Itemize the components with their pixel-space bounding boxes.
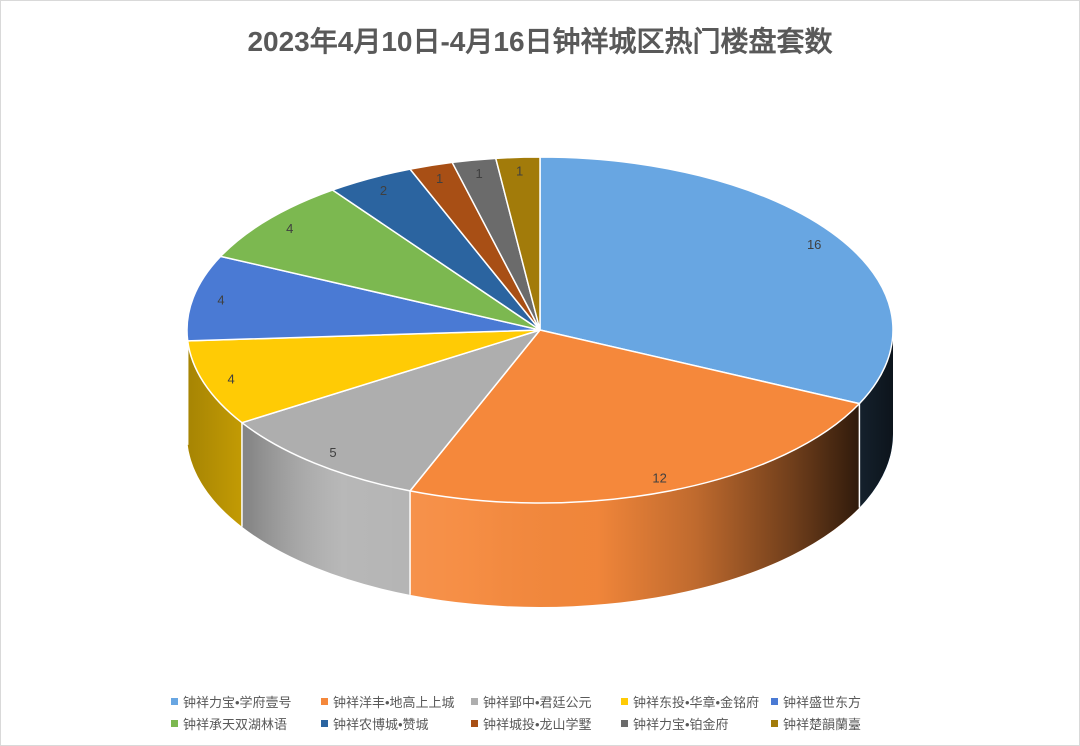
pie-slice-9[interactable]: [495, 156, 541, 331]
legend-label: 钟祥盛世东方: [783, 694, 862, 710]
legend-label: 钟祥郢中•君廷公元: [483, 694, 592, 710]
legend-swatch: [171, 719, 178, 727]
legend-label: 钟祥力宝•铂金府: [633, 716, 729, 732]
legend-swatch: [621, 697, 628, 705]
pie-slice-1[interactable]: [409, 329, 861, 504]
data-label-8: 1: [475, 166, 482, 181]
legend-swatch: [771, 719, 778, 727]
legend-item[interactable]: 钟祥洋丰•地高上上城: [321, 692, 455, 710]
data-label-2: 5: [329, 445, 336, 460]
legend-swatch: [771, 697, 778, 705]
side-shading: [187, 330, 893, 607]
legend-label: 钟祥东投•华章•金铭府: [633, 694, 760, 710]
legend-swatch: [621, 719, 628, 727]
legend-item[interactable]: 钟祥盛世东方: [771, 692, 861, 710]
legend-label: 钟祥洋丰•地高上上城: [333, 694, 455, 710]
legend-item[interactable]: 钟祥东投•华章•金铭府: [621, 692, 759, 710]
pie-sides: [186, 330, 893, 607]
legend-swatch: [321, 697, 328, 705]
legend-item[interactable]: 钟祥承天双湖林语: [171, 714, 287, 732]
data-labels: 16 12 5 4 4 4 2 1 1 1: [217, 164, 821, 486]
data-label-0: 16: [807, 237, 821, 252]
legend-label: 钟祥力宝•学府壹号: [183, 694, 292, 710]
legend-item[interactable]: 钟祥城投•龙山学墅: [471, 714, 592, 732]
pie-slices: [186, 156, 894, 504]
data-label-7: 1: [436, 171, 443, 186]
legend-item[interactable]: 钟祥郢中•君廷公元: [471, 692, 592, 710]
pie-slice-0[interactable]: [539, 156, 894, 405]
pie-slice-3[interactable]: [186, 329, 541, 424]
data-label-6: 2: [380, 183, 387, 198]
data-label-4: 4: [217, 293, 224, 308]
legend-label: 钟祥农博城•赞城: [333, 716, 429, 732]
legend-swatch: [471, 697, 478, 705]
legend-swatch: [171, 697, 178, 705]
legend-label: 钟祥楚韻蘭臺: [783, 716, 862, 732]
pie-slice-2[interactable]: [241, 329, 541, 492]
data-label-1: 12: [652, 471, 666, 486]
pie-slice-5[interactable]: [219, 189, 541, 331]
data-label-3: 4: [227, 372, 234, 387]
legend-item[interactable]: 钟祥力宝•学府壹号: [171, 692, 292, 710]
legend-item[interactable]: 钟祥力宝•铂金府: [621, 714, 729, 732]
chart-title: 2023年4月10日-4月16日钟祥城区热门楼盘套数: [247, 26, 833, 57]
data-label-9: 1: [516, 164, 523, 179]
data-label-5: 4: [286, 221, 293, 236]
legend-swatch: [321, 719, 328, 727]
legend-label: 钟祥承天双湖林语: [183, 716, 288, 732]
pie-slice-4[interactable]: [186, 255, 541, 342]
legend-swatch: [471, 719, 478, 727]
legend-label: 钟祥城投•龙山学墅: [483, 716, 592, 732]
legend-item[interactable]: 钟祥楚韻蘭臺: [771, 714, 861, 732]
legend-item[interactable]: 钟祥农博城•赞城: [321, 714, 429, 732]
